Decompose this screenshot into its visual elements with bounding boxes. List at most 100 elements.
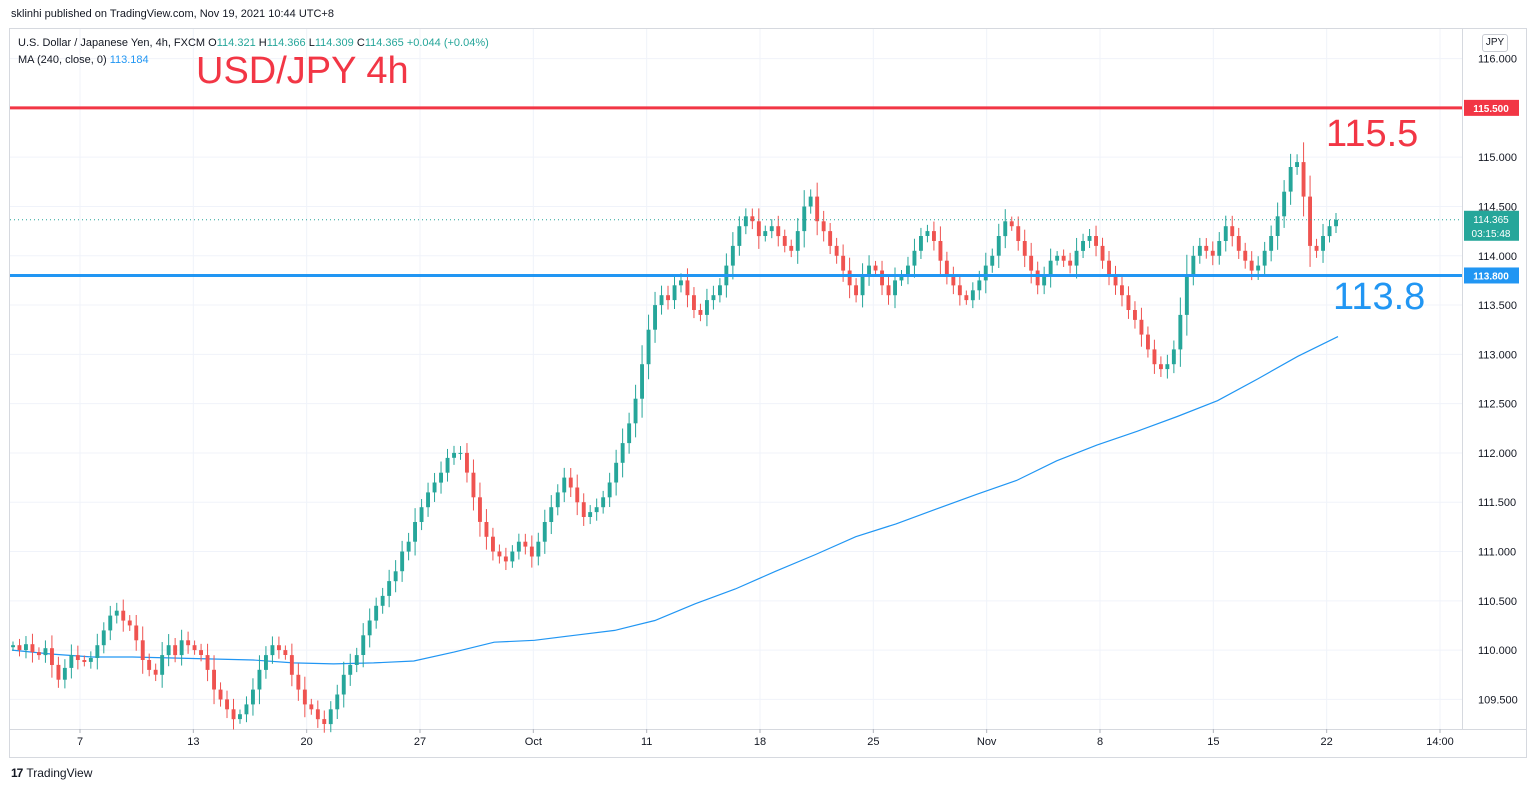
candle-body[interactable] [1314, 245, 1319, 251]
candle-body[interactable] [633, 398, 638, 424]
candle-body[interactable] [1262, 250, 1267, 266]
candle-body[interactable] [367, 620, 372, 636]
candle-body[interactable] [1139, 319, 1144, 335]
candle-body[interactable] [542, 522, 547, 542]
candle-body[interactable] [529, 546, 534, 557]
footer-brand[interactable]: 17 TradingView [11, 766, 92, 780]
candle-body[interactable] [153, 669, 158, 675]
candle-body[interactable] [718, 285, 722, 296]
candle-body[interactable] [30, 644, 35, 653]
candle-body[interactable] [1295, 162, 1299, 167]
candle-body[interactable] [906, 265, 910, 276]
candle-body[interactable] [289, 655, 294, 675]
candle-body[interactable] [186, 640, 191, 646]
candle-body[interactable] [880, 270, 884, 286]
candle-body[interactable] [847, 270, 852, 286]
candle-body[interactable] [646, 329, 651, 365]
candle-body[interactable] [893, 280, 897, 296]
candle-body[interactable] [43, 648, 48, 656]
candle-body[interactable] [666, 295, 670, 301]
candle-body[interactable] [406, 541, 411, 552]
candle-body[interactable] [555, 492, 560, 508]
candle-body[interactable] [1301, 162, 1306, 197]
candle-body[interactable] [432, 482, 437, 493]
candle-body[interactable] [698, 310, 703, 315]
candle-body[interactable] [62, 667, 67, 680]
candle-body[interactable] [322, 719, 327, 724]
candle-body[interactable] [737, 226, 742, 246]
candle-body[interactable] [899, 275, 904, 281]
candle-body[interactable] [711, 295, 716, 301]
candle-body[interactable] [264, 655, 268, 670]
candle-body[interactable] [1055, 255, 1060, 261]
candle-body[interactable] [478, 497, 482, 522]
candle-body[interactable] [212, 669, 216, 690]
candle-body[interactable] [335, 694, 340, 710]
candle-body[interactable] [238, 714, 242, 720]
candle-body[interactable] [1035, 270, 1040, 286]
candle-body[interactable] [101, 630, 106, 646]
candle-body[interactable] [1178, 314, 1183, 350]
candle-body[interactable] [1171, 349, 1176, 365]
candle-body[interactable] [730, 245, 735, 266]
candle-body[interactable] [743, 216, 748, 227]
candle-body[interactable] [873, 265, 878, 271]
candle-body[interactable] [594, 507, 599, 513]
candle-body[interactable] [374, 605, 379, 621]
candle-body[interactable] [1321, 236, 1325, 251]
candle-body[interactable] [692, 295, 696, 310]
candle-body[interactable] [653, 305, 657, 330]
candle-body[interactable] [1003, 221, 1008, 237]
candle-body[interactable] [860, 275, 865, 296]
candle-body[interactable] [614, 462, 619, 483]
candle-body[interactable] [782, 236, 787, 246]
candle-body[interactable] [510, 551, 515, 562]
candle-body[interactable] [82, 660, 87, 662]
candle-body[interactable] [685, 280, 690, 296]
candle-body[interactable] [1308, 196, 1312, 246]
candle-body[interactable] [56, 664, 61, 680]
candle-body[interactable] [205, 655, 210, 670]
candle-body[interactable] [88, 658, 93, 662]
candle-body[interactable] [588, 512, 593, 517]
candle-body[interactable] [199, 650, 203, 655]
candle-body[interactable] [996, 236, 1001, 256]
candle-body[interactable] [705, 300, 709, 315]
candle-body[interactable] [886, 285, 891, 296]
candle-body[interactable] [17, 645, 22, 651]
candle-body[interactable] [257, 669, 262, 690]
candle-body[interactable] [283, 650, 288, 655]
candle-body[interactable] [568, 477, 573, 488]
price-axis[interactable] [1462, 28, 1527, 730]
candle-body[interactable] [1159, 364, 1163, 370]
candle-body[interactable] [179, 640, 184, 656]
candle-body[interactable] [50, 648, 54, 665]
candle-body[interactable] [497, 551, 502, 557]
candle-body[interactable] [348, 664, 353, 675]
candle-body[interactable] [134, 625, 139, 641]
candle-body[interactable] [1204, 245, 1209, 251]
candle-body[interactable] [147, 660, 152, 670]
candle-body[interactable] [1029, 255, 1034, 271]
candle-body[interactable] [1016, 226, 1021, 241]
candle-body[interactable] [1223, 226, 1228, 241]
candle-body[interactable] [160, 655, 165, 675]
candle-body[interactable] [516, 541, 521, 552]
candle-body[interactable] [1042, 275, 1047, 286]
candle-body[interactable] [1210, 250, 1215, 256]
candle-body[interactable] [458, 452, 463, 454]
candle-body[interactable] [452, 452, 456, 458]
candle-body[interactable] [549, 507, 554, 522]
candle-body[interactable] [808, 196, 813, 207]
candle-body[interactable] [1334, 219, 1338, 227]
candle-body[interactable] [925, 231, 930, 236]
candle-body[interactable] [1184, 275, 1189, 315]
candle-body[interactable] [387, 581, 392, 596]
candle-body[interactable] [983, 265, 988, 281]
candle-body[interactable] [640, 364, 644, 399]
candle-body[interactable] [1100, 245, 1105, 261]
candle-body[interactable] [763, 231, 768, 236]
candle-body[interactable] [1236, 236, 1241, 251]
candle-body[interactable] [413, 522, 417, 542]
candle-body[interactable] [309, 704, 314, 710]
